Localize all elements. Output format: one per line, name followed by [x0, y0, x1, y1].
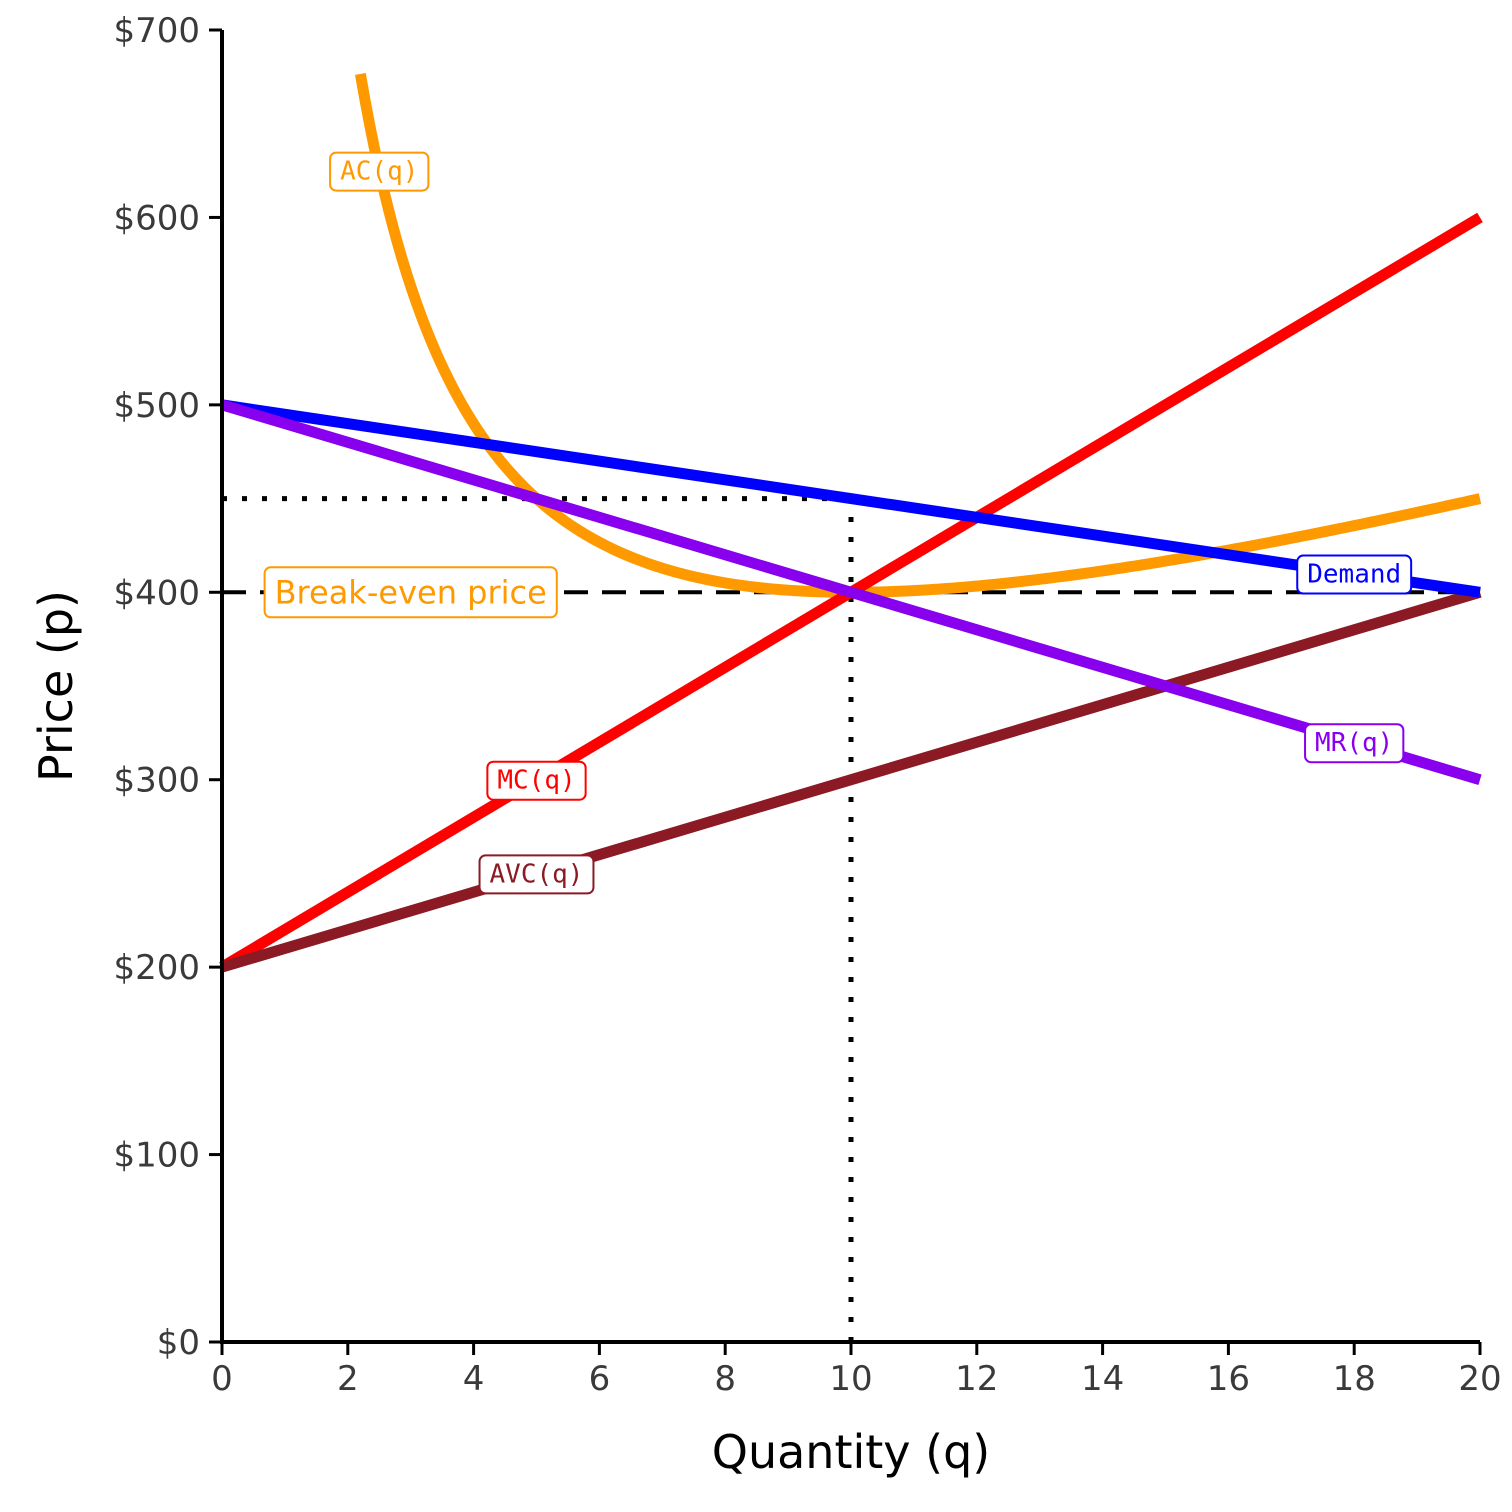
label-mc-q: MC(q) — [486, 760, 587, 801]
x-tick-label: 16 — [1207, 1359, 1250, 1399]
y-tick-label: $500 — [113, 386, 200, 426]
label-box — [1304, 723, 1405, 764]
series-line-avc-q — [220, 587, 1482, 973]
y-tick-label: $700 — [113, 11, 200, 51]
series-line-mr-q — [220, 399, 1482, 785]
x-tick-label: 4 — [463, 1359, 485, 1399]
x-tick-label: 2 — [337, 1359, 359, 1399]
label-box — [329, 151, 430, 192]
y-tick-label: $300 — [113, 761, 200, 801]
y-axis-title: Price (p) — [29, 590, 83, 782]
x-tick-label: 12 — [955, 1359, 998, 1399]
x-tick-label: 10 — [829, 1359, 872, 1399]
y-tick-label: $600 — [113, 198, 200, 238]
x-tick-label: 14 — [1081, 1359, 1124, 1399]
x-tick-label: 6 — [589, 1359, 611, 1399]
y-tick-label: $200 — [113, 948, 200, 988]
y-tick-label: $0 — [157, 1323, 200, 1363]
y-tick-label: $400 — [113, 573, 200, 613]
x-tick-label: 18 — [1333, 1359, 1376, 1399]
x-tick-label: 20 — [1458, 1359, 1501, 1399]
x-tick-label: 8 — [714, 1359, 736, 1399]
axes-layer: 0 2 4 6 8 10 12 14 16 18 20 $0 $100 $200 $300 $400 $500 $… — [113, 11, 1501, 1399]
label-text: MR(q) — [1315, 728, 1393, 758]
label-text: Break-even price — [275, 573, 547, 611]
series-layer — [219, 73, 1483, 973]
label-break-even-price: Break-even price — [263, 566, 558, 619]
x-tick-label: 0 — [211, 1359, 233, 1399]
label-demand: Demand — [1296, 554, 1413, 595]
series-labels-layer: AC(q) MC(q) AVC(q) Demand MR(q) Break-even pr… — [263, 151, 1413, 895]
label-text: AC(q) — [340, 157, 418, 187]
label-box — [1296, 554, 1413, 595]
y-tick-label: $100 — [113, 1136, 200, 1176]
label-box — [263, 566, 558, 619]
label-box — [478, 854, 595, 895]
reference-lines-layer — [222, 496, 1480, 1342]
label-box — [486, 760, 587, 801]
label-mr-q: MR(q) — [1304, 723, 1405, 764]
label-avc-q: AVC(q) — [478, 854, 595, 895]
series-line-demand — [221, 399, 1481, 598]
label-text: AVC(q) — [490, 859, 584, 889]
label-text: MC(q) — [497, 766, 575, 796]
x-axis-title: Quantity (q) — [712, 1425, 991, 1479]
label-ac-q: AC(q) — [329, 151, 430, 192]
series-line-ac-q — [354, 73, 1482, 598]
label-text: Demand — [1307, 560, 1401, 590]
